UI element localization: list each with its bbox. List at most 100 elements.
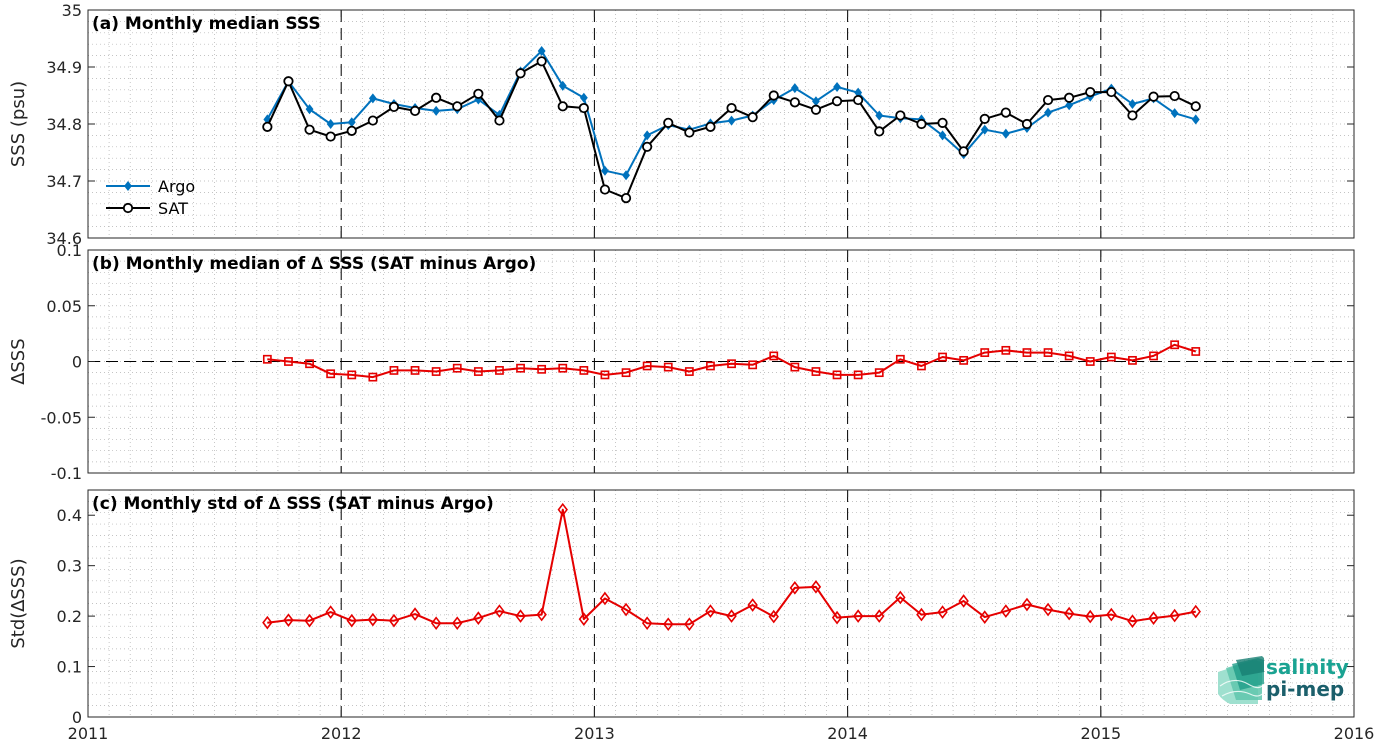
data-point — [684, 367, 694, 376]
data-point — [430, 616, 442, 630]
data-point — [473, 88, 484, 99]
data-point — [622, 170, 630, 181]
data-point — [769, 351, 779, 361]
data-point — [790, 362, 800, 372]
data-point — [536, 56, 547, 67]
data-point — [810, 104, 822, 115]
legend-entry: SAT — [158, 199, 188, 218]
y-tick-label: 0 — [72, 353, 82, 372]
y-tick-label: 34.8 — [46, 115, 82, 134]
data-point — [1085, 357, 1095, 366]
data-point — [431, 92, 442, 103]
y-axis-label: ∆SSS — [8, 338, 29, 385]
data-point — [874, 368, 884, 378]
legend-entry: Argo — [158, 177, 195, 196]
data-point — [494, 604, 505, 618]
data-point — [621, 368, 631, 378]
panel-title: (c) Monthly std of ∆ SSS (SAT minus Argo… — [92, 494, 494, 514]
data-point — [768, 609, 779, 624]
data-point — [641, 616, 653, 630]
data-point — [789, 581, 801, 595]
x-tick-label: 2012 — [321, 724, 362, 743]
data-point — [1022, 348, 1032, 357]
data-point — [663, 362, 673, 372]
data-point — [388, 613, 400, 628]
data-point — [600, 370, 610, 380]
y-tick-label: -0.05 — [41, 408, 82, 427]
data-point — [1021, 597, 1033, 612]
data-point — [895, 354, 905, 364]
x-tick-label: 2014 — [827, 724, 868, 743]
data-point — [346, 125, 357, 136]
data-point — [747, 598, 758, 612]
panel-title: (a) Monthly median SSS — [92, 14, 321, 34]
y-tick-label: 0.1 — [57, 658, 82, 677]
data-point — [980, 348, 990, 357]
y-axis-label: SSS (psu) — [8, 81, 29, 167]
data-point — [916, 118, 927, 130]
data-point — [537, 364, 547, 374]
data-point — [1148, 611, 1159, 625]
data-point — [536, 607, 547, 622]
data-point — [326, 369, 336, 379]
data-point — [810, 580, 822, 594]
data-point — [452, 363, 462, 373]
data-point — [304, 124, 315, 135]
data-point — [1169, 90, 1180, 102]
data-point — [853, 370, 863, 380]
data-point — [1044, 107, 1052, 118]
data-point — [895, 590, 906, 605]
data-point — [557, 101, 568, 112]
data-point — [811, 367, 821, 376]
data-point — [473, 367, 483, 376]
data-point — [557, 502, 568, 517]
salinity-pi-mep-logo: salinity pi-mep — [1218, 655, 1349, 704]
data-point — [620, 193, 632, 204]
panel-b-median-delta-sss: -0.1 -0.05 0 0.05 0.1 ∆SSS (b) Monthly media… — [8, 241, 1355, 483]
y-tick-label: 34.9 — [46, 58, 82, 77]
data-point — [1000, 107, 1011, 118]
data-point — [831, 96, 843, 107]
data-point — [325, 605, 336, 619]
data-point — [1128, 355, 1137, 365]
data-point — [1085, 609, 1096, 624]
data-point — [727, 115, 736, 126]
x-tick-label: 2013 — [574, 724, 615, 743]
data-point — [768, 90, 779, 101]
data-point — [368, 93, 377, 104]
data-point — [262, 354, 272, 364]
data-point — [726, 609, 737, 623]
data-point — [1128, 99, 1137, 110]
data-point — [1001, 345, 1011, 355]
data-point — [284, 357, 293, 366]
data-point — [304, 613, 315, 628]
data-point — [937, 117, 948, 128]
series-line — [267, 343, 1197, 379]
data-point — [601, 165, 609, 176]
y-tick-label: 0.05 — [46, 297, 82, 316]
data-point — [1042, 94, 1054, 106]
y-tick-label: 0.1 — [57, 241, 82, 260]
y-tick-label: -0.1 — [51, 464, 82, 483]
data-point — [432, 105, 441, 116]
data-point — [958, 594, 969, 608]
legend: Argo SAT — [106, 177, 195, 218]
y-axis-label: Std(∆SSS) — [8, 558, 29, 648]
data-point — [1043, 348, 1053, 357]
data-point — [388, 101, 400, 113]
data-point — [367, 115, 378, 126]
y-tick-label: 35 — [62, 1, 82, 20]
data-point — [1106, 352, 1116, 362]
data-point — [853, 94, 864, 106]
data-point — [305, 104, 314, 115]
data-point — [452, 616, 463, 630]
legend-marker — [124, 180, 132, 192]
data-point — [1169, 608, 1180, 623]
x-tick-label: 2015 — [1080, 724, 1121, 743]
data-point — [705, 604, 716, 618]
logo-text-salinity: salinity — [1266, 655, 1349, 679]
data-point — [937, 605, 948, 619]
data-point — [325, 131, 336, 142]
x-tick-label: 2016 — [1334, 724, 1375, 743]
data-point — [516, 363, 525, 373]
